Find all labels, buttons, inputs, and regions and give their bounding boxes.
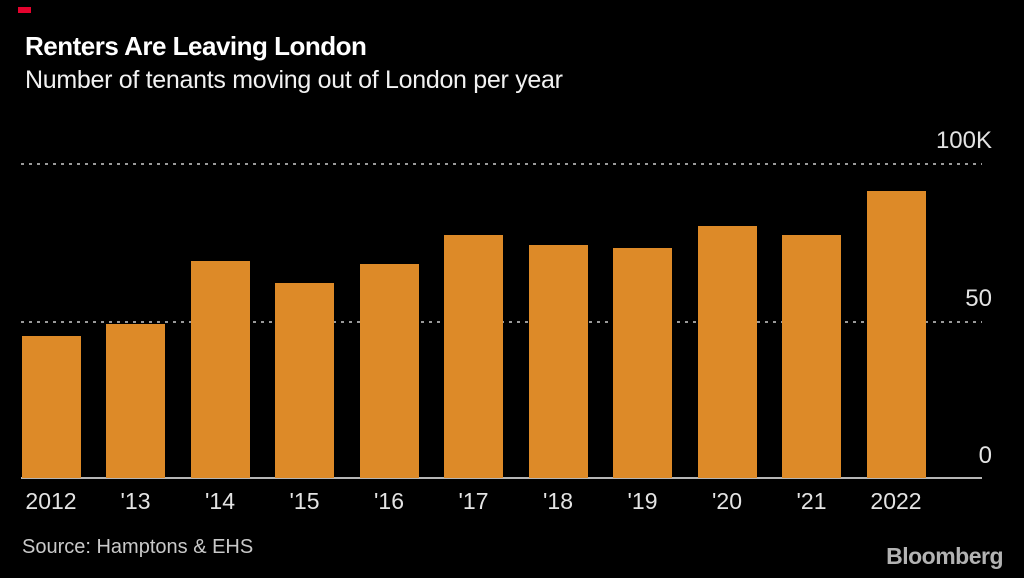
gridline-100 [21,163,982,165]
bar-15 [275,282,334,478]
bar-19 [613,248,672,478]
y-tick-50: 50 [965,284,992,312]
bloomberg-red-mark [18,7,31,13]
bar-2022 [866,191,926,478]
chart-title: Renters Are Leaving London [25,31,367,61]
bar-17 [444,235,503,478]
bar-21 [782,235,841,478]
bar-2012 [21,336,81,478]
bar-16 [359,263,419,478]
bar-13 [106,323,165,478]
x-tick-16: '16 [374,488,404,514]
x-tick-2022: 2022 [870,488,922,514]
source-note: Source: Hamptons & EHS [22,536,254,558]
x-tick-21: '21 [796,488,827,514]
x-tick-17: '17 [458,488,489,514]
x-tick-2012: 2012 [25,488,77,514]
plot-area [21,163,982,479]
x-tick-18: '18 [543,488,573,514]
x-tick-20: '20 [712,488,742,514]
x-tick-15: '15 [289,488,320,514]
x-tick-19: '19 [627,488,658,514]
bar-14 [190,260,250,478]
bar-18 [528,244,588,478]
bar-20 [697,226,757,478]
y-tick-0: 0 [978,442,992,469]
x-tick-14: '14 [205,488,235,514]
bloomberg-logo: Bloomberg [886,543,1003,569]
x-tick-13: '13 [120,488,151,514]
x-axis-line [21,477,982,479]
y-tick-100K: 100K [935,127,992,154]
chart-subtitle: Number of tenants moving out of London p… [25,66,563,94]
